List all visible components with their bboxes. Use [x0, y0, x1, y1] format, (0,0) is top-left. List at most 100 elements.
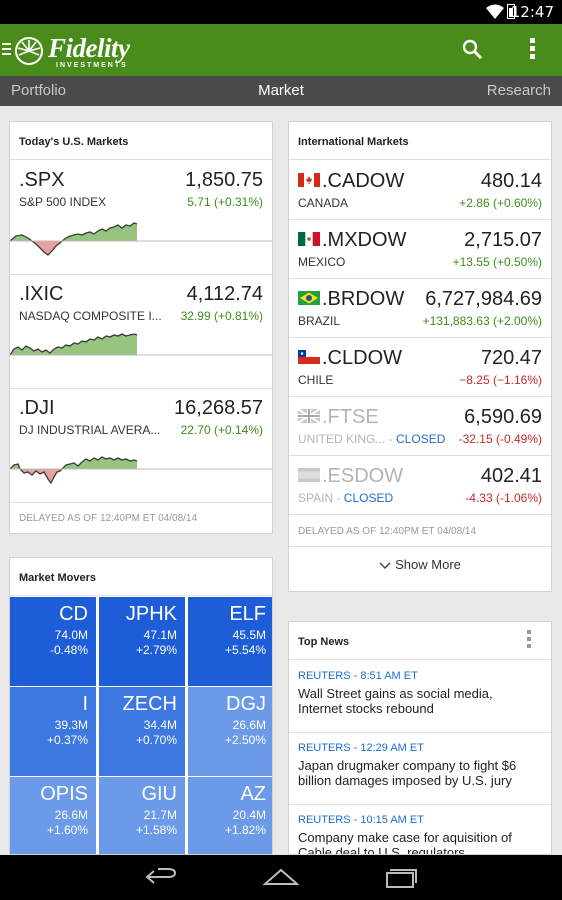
show-more-button[interactable]: Show More	[289, 557, 551, 572]
change: -4.33 (-1.06%)	[465, 491, 542, 505]
us-market-row-spx[interactable]: .SPX 1,850.75 S&P 500 INDEX 5.71 (+0.31%…	[10, 161, 272, 275]
clock: 12:47	[510, 3, 554, 21]
intl-market-row-esdow[interactable]: .ESDOW 402.41 SPAIN - CLOSED -4.33 (-1.0…	[289, 456, 551, 515]
mover-tile[interactable]: OPIS 26.6M +1.60%	[10, 777, 96, 854]
price: 2,715.07	[464, 229, 542, 251]
mover-symbol: OPIS	[40, 783, 88, 805]
divider	[289, 546, 551, 547]
change: 32.99 (+0.81%)	[180, 309, 263, 323]
us-markets-card: Today's U.S. Markets .SPX 1,850.75 S&P 5…	[9, 121, 273, 534]
mover-change: +1.58%	[135, 823, 177, 837]
intl-market-row-cldow[interactable]: .CLDOW 720.47 CHILE −8.25 (−1.16%)	[289, 338, 551, 397]
mover-change: +0.70%	[135, 733, 177, 747]
price: 6,590.69	[464, 406, 542, 428]
overflow-menu-icon[interactable]	[522, 38, 542, 62]
price: 1,850.75	[185, 169, 263, 191]
battery-icon	[507, 4, 515, 19]
mover-change: +0.37%	[46, 733, 88, 747]
tab-research[interactable]: Research	[486, 82, 551, 99]
index-name: DJ INDUSTRIAL AVERA...	[19, 423, 161, 437]
mover-volume: 26.6M	[232, 718, 266, 732]
news-headline: Wall Street gains as social media, Inter…	[298, 686, 493, 716]
intl-market-row-cadow[interactable]: .CADOW 480.14 CANADA +2.86 (+0.60%)	[289, 161, 551, 220]
symbol: .FTSE	[322, 406, 379, 428]
mover-symbol: GIU	[141, 783, 177, 805]
price: 480.14	[480, 170, 542, 192]
recent-apps-icon[interactable]	[385, 867, 417, 889]
chevron-down-icon	[379, 562, 391, 569]
international-markets-title: International Markets	[289, 122, 551, 160]
mover-tile[interactable]: ZECH 34.4M +0.70%	[99, 687, 185, 776]
separator: -	[385, 432, 397, 446]
top-news-card: Top News REUTERS - 8:51 AM ET Wall Stree…	[288, 621, 552, 855]
country-name: CHILE	[298, 373, 334, 387]
system-nav-bar	[0, 855, 562, 900]
sparkline-chart	[10, 222, 272, 256]
symbol: .DJI	[19, 397, 55, 419]
mover-tile[interactable]: GIU 21.7M +1.58%	[99, 777, 185, 854]
price: 720.47	[480, 347, 542, 369]
home-icon[interactable]	[263, 867, 299, 887]
price: 4,112.74	[186, 283, 263, 305]
brazil-flag-icon	[298, 291, 320, 305]
mover-symbol: ZECH	[122, 693, 177, 715]
symbol: .SPX	[19, 169, 65, 191]
price: 6,727,984.69	[425, 288, 542, 310]
intl-market-row-ftse[interactable]: .FTSE 6,590.69 UNITED KING... - CLOSED -…	[289, 397, 551, 456]
search-icon[interactable]	[461, 38, 485, 62]
change: 22.70 (+0.14%)	[180, 423, 263, 437]
us-market-row-ixic[interactable]: .IXIC 4,112.74 NASDAQ COMPOSITE I... 32.…	[10, 275, 272, 389]
news-overflow-icon[interactable]	[527, 630, 533, 648]
news-item[interactable]: REUTERS - 8:51 AM ET Wall Street gains a…	[289, 661, 551, 733]
menu-icon[interactable]	[2, 43, 11, 57]
intl-market-row-brdow[interactable]: .BRDOW 6,727,984.69 BRAZIL +131,883.63 (…	[289, 279, 551, 338]
news-source: REUTERS - 12:29 AM ET	[298, 742, 424, 754]
back-icon[interactable]	[144, 867, 178, 887]
app-bar: Fidelity INVESTMENTS	[0, 24, 562, 76]
mover-tile[interactable]: I 39.3M +0.37%	[10, 687, 96, 776]
symbol: .MXDOW	[322, 229, 407, 251]
index-name: NASDAQ COMPOSITE I...	[19, 309, 162, 323]
change: +13.55 (+0.50%)	[452, 255, 542, 269]
tab-market[interactable]: Market	[258, 82, 304, 99]
us-market-row-dji[interactable]: .DJI 16,268.57 DJ INDUSTRIAL AVERA... 22…	[10, 389, 272, 503]
news-item[interactable]: REUTERS - 10:15 AM ET Company make case …	[289, 805, 551, 855]
mover-volume: 34.4M	[143, 718, 177, 732]
mover-tile[interactable]: ELF 45.5M +5.54%	[188, 597, 272, 686]
symbol: .CLDOW	[322, 347, 402, 369]
international-markets-card: International Markets .CADOW 480.14 CANA…	[288, 121, 552, 592]
index-name: S&P 500 INDEX	[19, 195, 107, 209]
mover-change: +1.60%	[46, 823, 88, 837]
mover-tile[interactable]: JPHK 47.1M +2.79%	[99, 597, 185, 686]
country-status: UNITED KING... - CLOSED	[298, 432, 445, 446]
country-name: UNITED KING...	[298, 432, 386, 446]
fidelity-logo-icon	[15, 37, 43, 65]
symbol: .CADOW	[322, 170, 405, 192]
mexico-flag-icon	[298, 232, 320, 246]
symbol: .BRDOW	[322, 288, 405, 310]
mover-tile[interactable]: AZ 20.4M +1.82%	[188, 777, 272, 854]
mover-symbol: I	[82, 693, 88, 715]
market-movers-title: Market Movers	[10, 558, 272, 596]
symbol: .ESDOW	[322, 465, 404, 487]
mover-volume: 26.6M	[54, 808, 88, 822]
mover-tile[interactable]: CD 74.0M -0.48%	[10, 597, 96, 686]
news-item[interactable]: REUTERS - 12:29 AM ET Japan drugmaker co…	[289, 733, 551, 805]
symbol: .IXIC	[19, 283, 64, 305]
fidelity-logo-text: Fidelity	[48, 33, 130, 63]
news-headline: Company make case for aquisition of Cabl…	[298, 830, 512, 855]
sparkline-chart	[10, 333, 272, 356]
closed-status: CLOSED	[343, 491, 394, 505]
intl-market-row-mxdow[interactable]: .MXDOW 2,715.07 MEXICO +13.55 (+0.50%)	[289, 220, 551, 279]
country-name: MEXICO	[298, 255, 346, 269]
mover-volume: 39.3M	[54, 718, 88, 732]
mover-volume: 45.5M	[232, 628, 266, 642]
news-source: REUTERS - 8:51 AM ET	[298, 670, 418, 682]
mover-tile[interactable]: DGJ 26.6M +2.50%	[188, 687, 272, 776]
tab-portfolio[interactable]: Portfolio	[11, 82, 67, 99]
status-bar: 12:47	[0, 0, 562, 24]
mover-symbol: DGJ	[226, 693, 266, 715]
mover-change: +1.82%	[224, 823, 266, 837]
country-status: SPAIN - CLOSED	[298, 491, 393, 505]
change: +131,883.63 (+2.00%)	[422, 314, 542, 328]
